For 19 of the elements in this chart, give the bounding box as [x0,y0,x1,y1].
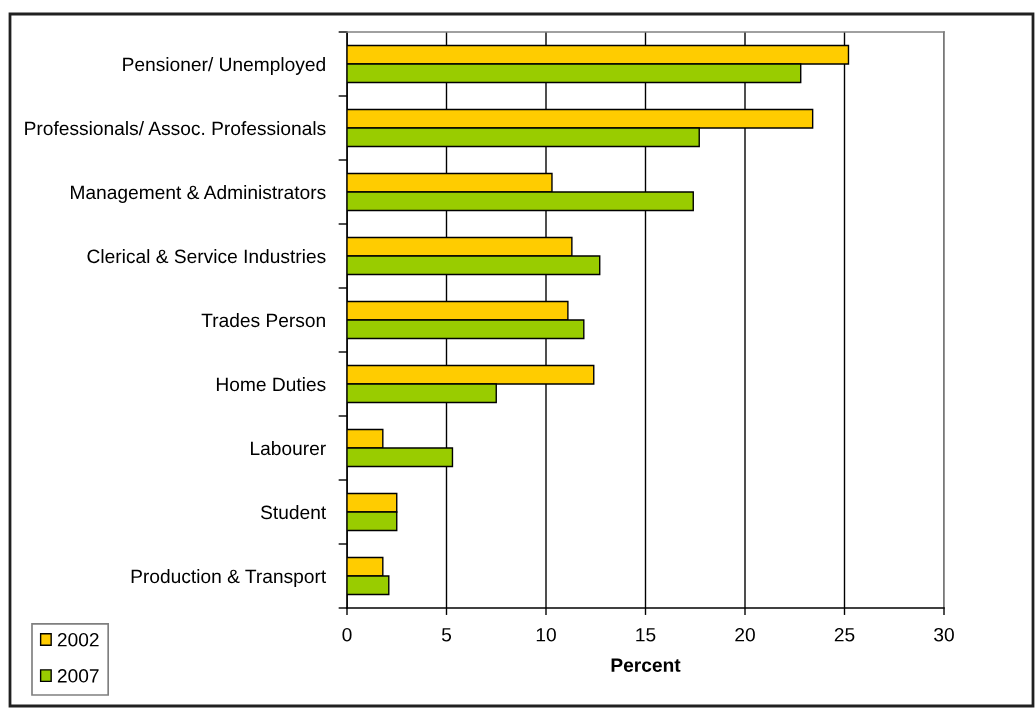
y-tick-label: Clerical & Service Industries [87,249,326,264]
x-tick-label: 20 [735,627,755,642]
x-tick-label: 10 [536,627,556,642]
y-tick-label: Trades Person [201,313,325,328]
y-tick-label: Labourer [251,441,326,456]
y-tick-label: Pensioner/ Unemployed [123,57,325,75]
legend-label: 2002 [57,632,99,647]
x-tick-label: 5 [441,628,452,642]
x-tick-label: 0 [342,627,352,642]
x-axis-title: Percent [611,658,681,672]
y-tick-label: Student [260,505,327,520]
x-tick-label: 30 [934,627,954,642]
y-tick-label: Management & Administrators [71,185,326,203]
y-tick-label: Professionals/ Assoc. Professionals [25,121,326,136]
y-tick-label: Production & Transport [131,569,327,587]
legend-label: 2007 [57,669,99,683]
x-tick-label: 15 [636,628,656,642]
x-tick-label: 25 [834,627,855,642]
y-tick-label: Home Duties [216,377,326,392]
